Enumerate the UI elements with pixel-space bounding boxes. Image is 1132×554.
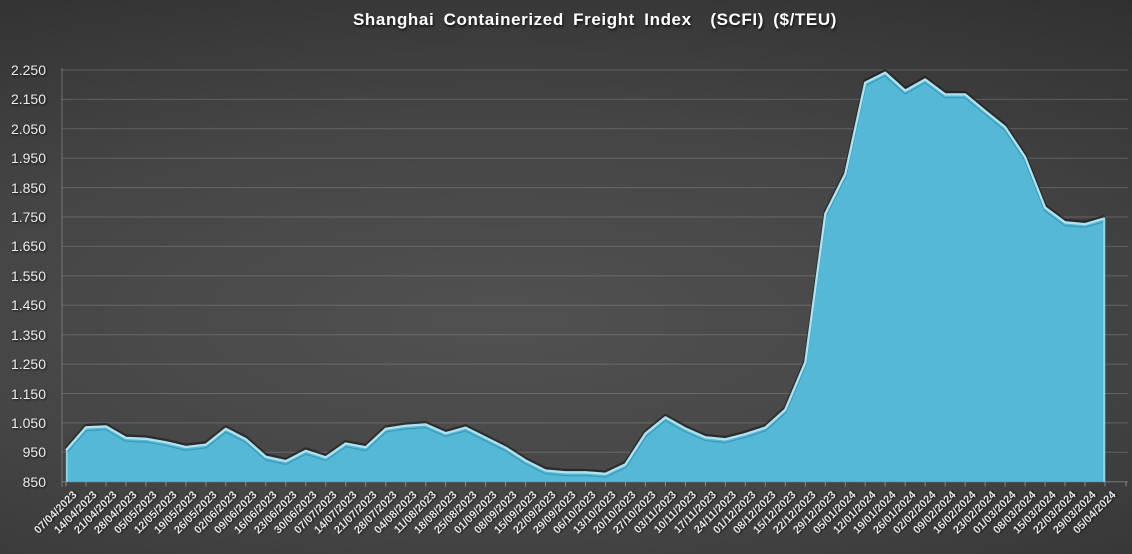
y-axis-label: 1.150 bbox=[10, 385, 46, 402]
y-axis-label: 1.950 bbox=[10, 150, 46, 167]
y-axis-label: 1.250 bbox=[10, 356, 46, 373]
y-axis-label: 850 bbox=[22, 473, 46, 490]
y-axis-label: 950 bbox=[22, 444, 46, 461]
y-axis-label: 1.750 bbox=[10, 209, 46, 225]
area-edge-shadow bbox=[64, 69, 1106, 474]
y-axis-label: 1.050 bbox=[10, 414, 46, 431]
y-axis-label: 1.650 bbox=[10, 238, 46, 255]
y-axis-label: 1.550 bbox=[10, 267, 46, 284]
area-bevel bbox=[66, 75, 1105, 478]
y-axis-label: 1.450 bbox=[10, 297, 46, 314]
area-series bbox=[66, 72, 1105, 482]
chart-title: Shanghai Containerized Freight Index (SC… bbox=[352, 10, 837, 29]
area-highlight bbox=[65, 71, 1106, 475]
y-axis-label: 2.050 bbox=[10, 120, 46, 137]
y-axis-label: 1.350 bbox=[10, 326, 46, 343]
y-axis-label: 2.250 bbox=[10, 62, 46, 78]
y-axis-label: 2.150 bbox=[10, 91, 46, 108]
y-axis-label: 1.850 bbox=[10, 179, 46, 196]
